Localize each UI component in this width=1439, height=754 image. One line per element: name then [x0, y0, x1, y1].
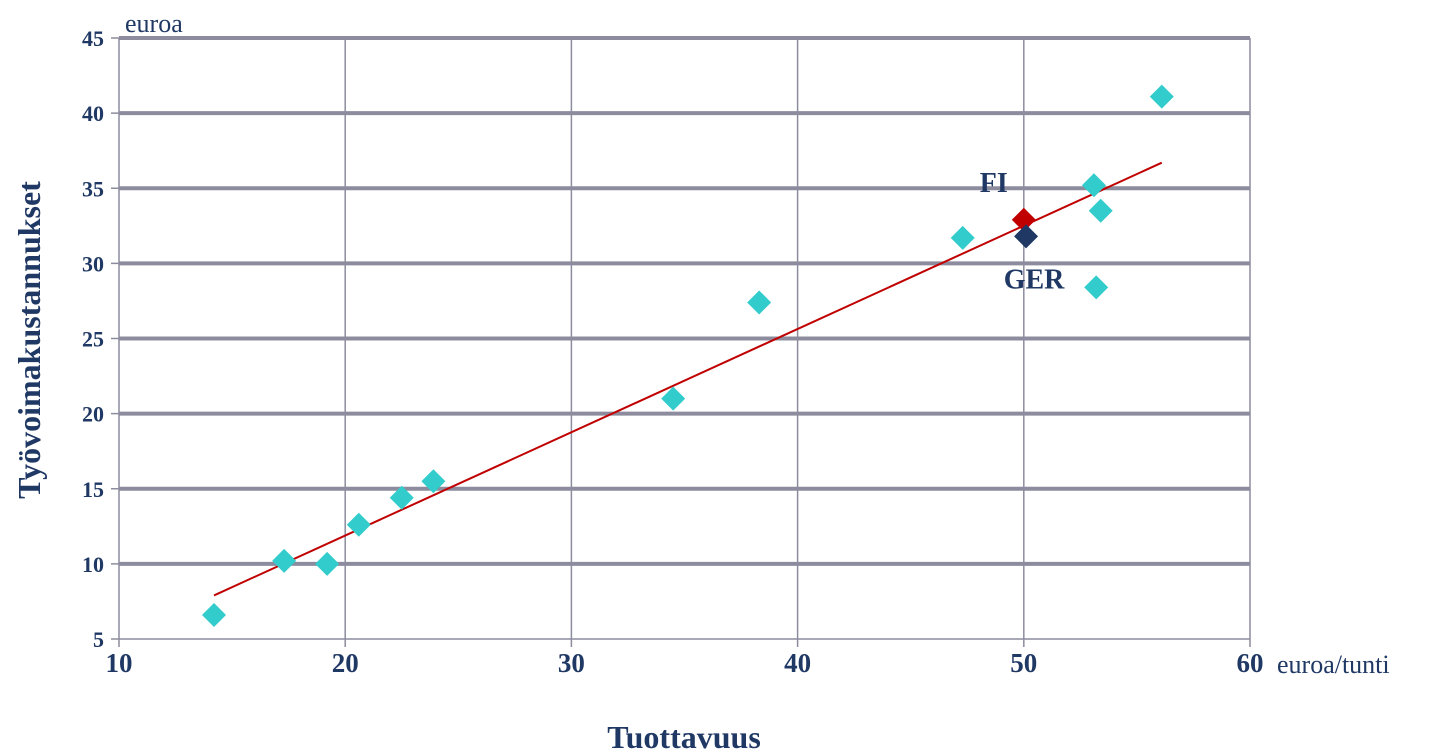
annotation-ger: GER	[1004, 264, 1065, 295]
data-point	[1088, 198, 1113, 223]
annotation-fi: FI	[980, 168, 1008, 199]
x-tick-label: 50	[1010, 648, 1037, 678]
data-points	[202, 84, 1174, 627]
data-point	[315, 551, 340, 576]
data-point	[950, 225, 975, 250]
highlight-point-fi	[1011, 207, 1036, 232]
y-tick-label: 40	[82, 101, 104, 126]
data-point	[202, 602, 227, 627]
x-axis-title: Tuottavuus	[607, 719, 761, 754]
y-tick-label: 15	[82, 477, 104, 502]
data-point	[1084, 275, 1109, 300]
data-point	[1149, 84, 1174, 109]
data-point	[661, 386, 686, 411]
x-tick-label: 60	[1237, 648, 1264, 678]
y-unit-label: euroa	[125, 9, 183, 38]
y-tick-label: 20	[82, 402, 104, 427]
y-tick-label: 5	[93, 627, 104, 652]
y-tick-label: 10	[82, 552, 104, 577]
data-point	[747, 290, 772, 315]
trend-line	[213, 161, 1163, 597]
data-point	[1081, 173, 1106, 198]
data-point	[389, 485, 414, 510]
data-point	[272, 548, 297, 573]
x-tick-label: 10	[106, 648, 133, 678]
y-tick-label: 25	[82, 327, 104, 352]
x-unit-label: euroa/tunti	[1277, 650, 1390, 679]
y-tick-label: 45	[82, 26, 104, 51]
x-tick-label: 30	[558, 648, 585, 678]
y-tick-label: 35	[82, 176, 104, 201]
grid-lines	[111, 36, 1251, 647]
data-point	[421, 469, 446, 494]
highlighted-points: FI GER	[980, 168, 1065, 296]
y-axis-title: Työvoimakustannukset	[11, 181, 47, 499]
data-point	[346, 512, 371, 537]
highlight-point-ger	[1014, 224, 1039, 249]
x-tick-label: 20	[332, 648, 359, 678]
x-tick-label: 40	[784, 648, 811, 678]
y-tick-label: 30	[82, 251, 104, 276]
